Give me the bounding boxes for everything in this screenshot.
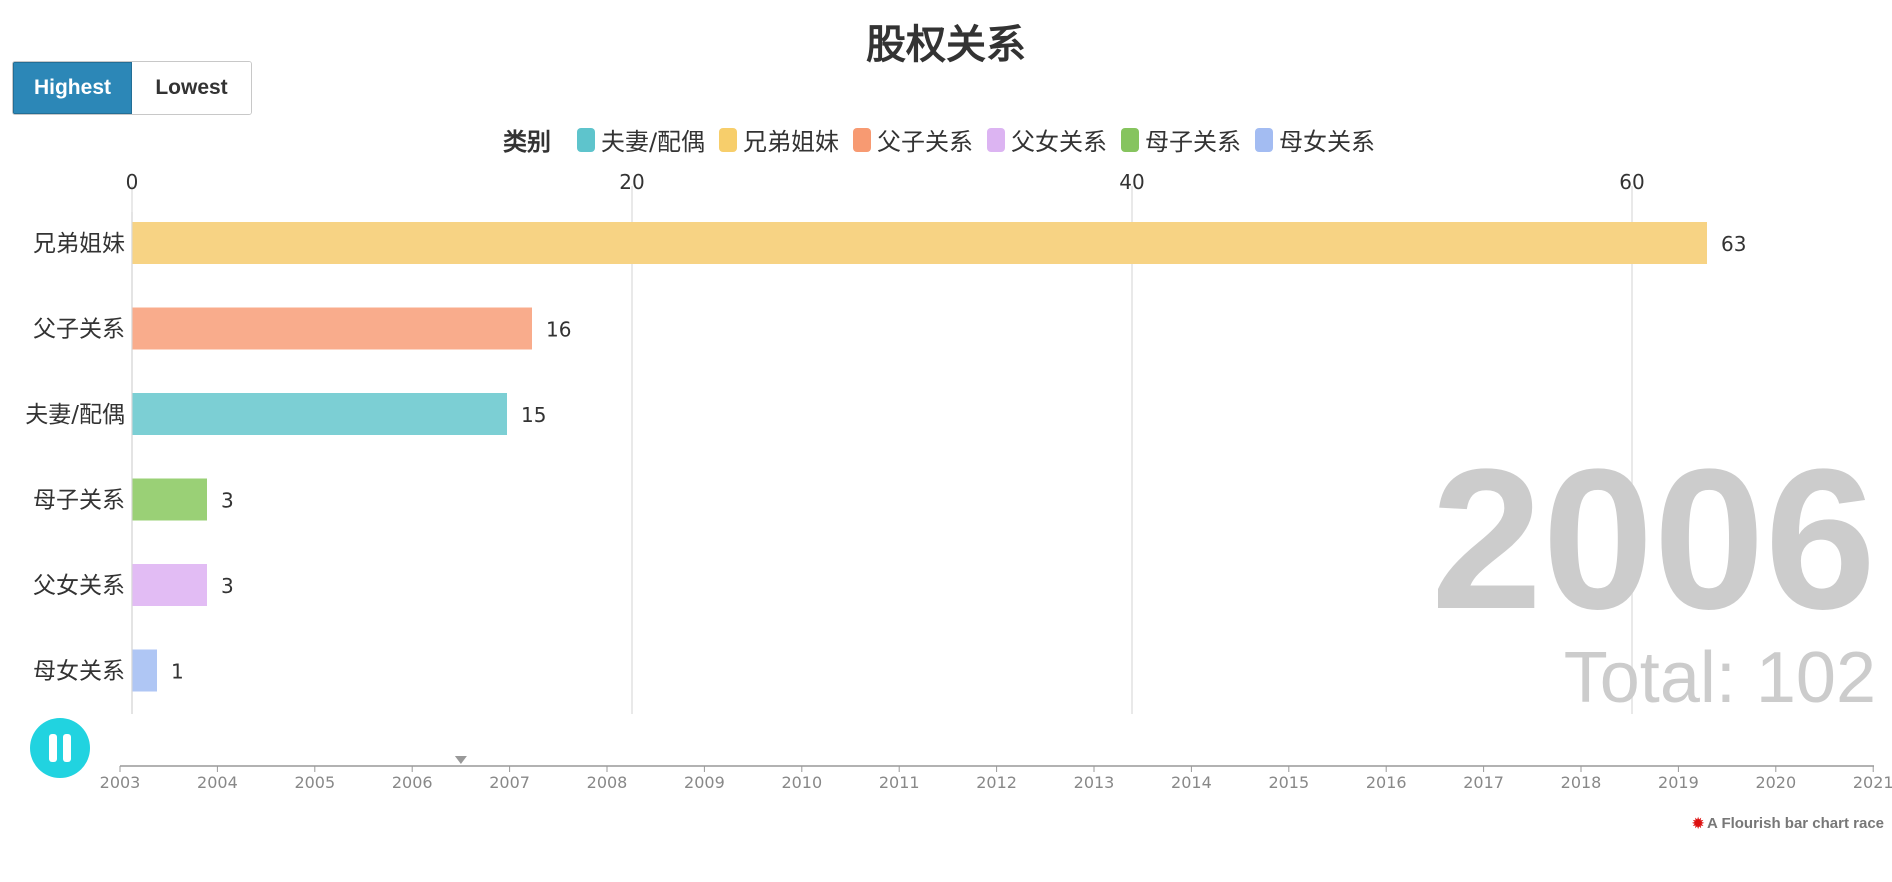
- pause-icon: [63, 734, 71, 762]
- legend: 类别 夫妻/配偶 兄弟姐妹 父子关系 父女关系 母子关系 母女关系: [0, 122, 1892, 157]
- legend-label: 夫妻/配偶: [600, 128, 706, 156]
- lowest-button[interactable]: Lowest: [132, 62, 251, 114]
- bar: [132, 222, 1707, 264]
- timeline-year-label: 2004: [197, 773, 238, 792]
- legend-label: 母子关系: [1145, 128, 1242, 156]
- timeline-year-label: 2014: [1171, 773, 1212, 792]
- legend-swatch: [1121, 127, 1140, 152]
- x-tick-label: 0: [126, 170, 139, 194]
- timeline-year-label: 2009: [684, 773, 725, 792]
- legend-swatch: [576, 127, 595, 152]
- timeline-year-label: 2006: [392, 773, 433, 792]
- bar-value-label: 63: [1721, 232, 1746, 256]
- x-tick-label: 60: [1619, 170, 1644, 194]
- legend-item[interactable]: 夫妻/配偶: [576, 122, 706, 157]
- timeline-year-label: 2012: [976, 773, 1017, 792]
- bar: [132, 393, 507, 435]
- bar-category-label: 母女关系: [33, 659, 125, 685]
- timeline-year-label: 2021: [1853, 773, 1892, 792]
- total-label: Total: 102: [1564, 638, 1876, 718]
- legend-label: 兄弟姐妹: [743, 128, 840, 156]
- sort-toggle: Highest Lowest: [12, 61, 252, 115]
- legend-item[interactable]: 兄弟姐妹: [719, 122, 839, 157]
- legend-label: 父女关系: [1011, 128, 1108, 156]
- timeline-year-label: 2010: [781, 773, 822, 792]
- timeline-year-label: 2005: [294, 773, 335, 792]
- pause-icon: [49, 734, 57, 762]
- legend-swatch: [719, 127, 738, 152]
- bar-category-label: 父女关系: [33, 573, 125, 599]
- timeline-year-label: 2019: [1658, 773, 1699, 792]
- bar: [132, 564, 207, 606]
- credit-text: A Flourish bar chart race: [1707, 815, 1884, 832]
- legend-swatch: [853, 127, 872, 152]
- bar: [132, 478, 207, 521]
- legend-label: 父子关系: [877, 128, 974, 156]
- timeline-year-label: 2013: [1074, 773, 1115, 792]
- highest-button[interactable]: Highest: [13, 62, 132, 114]
- legend-title: 类别: [502, 128, 551, 156]
- timeline-year-label: 2003: [100, 773, 141, 792]
- timeline-year-label: 2008: [587, 773, 628, 792]
- timeline-year-label: 2020: [1755, 773, 1796, 792]
- bar: [132, 307, 532, 350]
- legend-item[interactable]: 母女关系: [1255, 122, 1375, 157]
- chart-title: 股权关系: [866, 22, 1026, 68]
- legend-item[interactable]: 父女关系: [987, 122, 1107, 157]
- timeline-year-label: 2007: [489, 773, 530, 792]
- year-watermark: 2006: [1431, 428, 1876, 651]
- flourish-logo-icon: ✹: [1692, 815, 1704, 831]
- timeline-year-label: 2017: [1463, 773, 1504, 792]
- bar-value-label: 15: [521, 403, 546, 427]
- bar-value-label: 3: [221, 489, 234, 513]
- legend-label: 母女关系: [1279, 128, 1376, 156]
- pause-button[interactable]: [30, 718, 90, 778]
- x-tick-label: 20: [619, 170, 644, 194]
- timeline-year-label: 2018: [1561, 773, 1602, 792]
- bar: [132, 649, 157, 692]
- bar-value-label: 1: [171, 660, 184, 684]
- bar-category-label: 父子关系: [33, 317, 125, 343]
- flourish-credit[interactable]: ✹ A Flourish bar chart race: [1692, 815, 1884, 832]
- bar-category-label: 兄弟姐妹: [33, 231, 125, 257]
- legend-item[interactable]: 母子关系: [1121, 122, 1241, 157]
- x-tick-label: 40: [1119, 170, 1144, 194]
- timeline-year-label: 2011: [879, 773, 920, 792]
- timeline-marker[interactable]: [454, 756, 467, 764]
- legend-swatch: [1255, 127, 1274, 152]
- timeline-year-label: 2016: [1366, 773, 1407, 792]
- bar-category-label: 母子关系: [33, 488, 125, 514]
- legend-swatch: [987, 127, 1006, 152]
- timeline-year-label: 2015: [1268, 773, 1309, 792]
- bar-category-label: 夫妻/配偶: [25, 402, 125, 428]
- bar-value-label: 16: [546, 318, 571, 342]
- bar-value-label: 3: [221, 574, 234, 598]
- legend-item[interactable]: 父子关系: [853, 122, 973, 157]
